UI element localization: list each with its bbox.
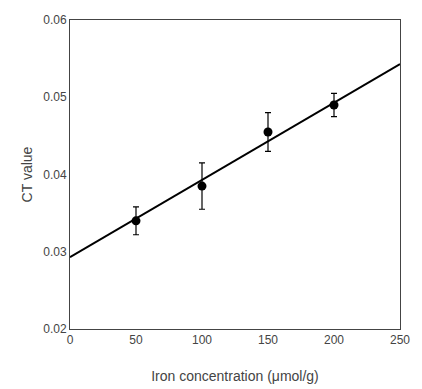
svg-text:250: 250 — [390, 333, 410, 347]
svg-text:0.05: 0.05 — [43, 90, 67, 104]
svg-text:Iron concentration (μmol/g): Iron concentration (μmol/g) — [151, 368, 319, 384]
svg-text:0.03: 0.03 — [43, 245, 67, 259]
svg-text:150: 150 — [258, 333, 278, 347]
svg-text:0.04: 0.04 — [43, 168, 67, 182]
svg-text:0.06: 0.06 — [43, 13, 67, 27]
svg-text:CT value: CT value — [19, 146, 35, 202]
svg-text:100: 100 — [192, 333, 212, 347]
svg-text:50: 50 — [129, 333, 143, 347]
svg-text:200: 200 — [324, 333, 344, 347]
svg-text:0.02: 0.02 — [43, 322, 67, 336]
svg-text:0: 0 — [67, 333, 74, 347]
